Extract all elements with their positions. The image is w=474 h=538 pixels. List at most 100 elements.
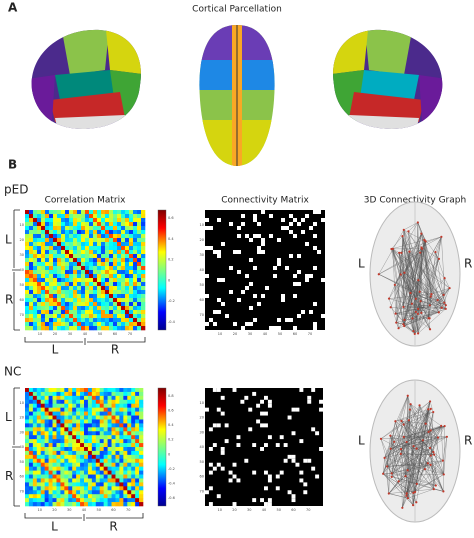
heatmap-cell — [117, 302, 121, 306]
heatmap-cell — [49, 431, 53, 435]
heatmap-cell — [29, 388, 33, 392]
heatmap-cell — [115, 431, 119, 435]
heatmap-cell — [37, 423, 41, 427]
matrix-background — [205, 210, 325, 330]
heatmap-cell — [56, 463, 60, 467]
heatmap-cell — [33, 416, 37, 420]
heatmap-cell — [56, 396, 60, 400]
heatmap-cell — [121, 262, 125, 266]
connection-cell — [273, 274, 277, 278]
heatmap-cell — [33, 322, 37, 326]
heatmap-cell — [49, 222, 53, 226]
heatmap-cell — [57, 314, 61, 318]
heatmap-cell — [92, 404, 96, 408]
heatmap-cell — [141, 322, 145, 326]
heatmap-cell — [135, 498, 139, 502]
graph-node — [432, 451, 434, 453]
heatmap-cell — [56, 427, 60, 431]
heatmap-cell — [108, 408, 112, 412]
heatmap-cell — [76, 498, 80, 502]
graph-node — [412, 445, 414, 447]
heatmap-cell — [53, 222, 57, 226]
heatmap-cell — [113, 314, 117, 318]
heatmap-cell — [64, 416, 68, 420]
heatmap-cell — [113, 254, 117, 258]
heatmap-cell — [72, 400, 76, 404]
connection-cell — [313, 234, 317, 238]
side-label: L — [5, 410, 12, 424]
heatmap-cell — [41, 250, 45, 254]
heatmap-cell — [100, 431, 104, 435]
heatmap-cell — [61, 314, 65, 318]
colorbar-tick-label: 0.2 — [168, 438, 174, 442]
heatmap-cell — [37, 419, 41, 423]
connection-cell — [309, 274, 313, 278]
heatmap-cell — [76, 400, 80, 404]
heatmap-cell — [29, 282, 33, 286]
heatmap-cell — [135, 451, 139, 455]
connection-cell — [277, 238, 281, 242]
heatmap-cell — [25, 459, 29, 463]
heatmap-cell — [129, 226, 133, 230]
heatmap-cell — [41, 238, 45, 242]
colorbar-tick-label: -0.2 — [168, 299, 175, 303]
heatmap-cell — [56, 478, 60, 482]
connection-cell — [213, 250, 217, 254]
heatmap-cell — [84, 400, 88, 404]
heatmap-cell — [60, 392, 64, 396]
connection-cell — [268, 400, 272, 404]
connection-cell — [307, 459, 311, 463]
heatmap-cell — [135, 502, 139, 506]
heatmap-cell — [53, 246, 57, 250]
heatmap-cell — [69, 246, 73, 250]
heatmap-cell — [56, 475, 60, 479]
connection-cell — [299, 439, 303, 443]
heatmap-cell — [60, 494, 64, 498]
heatmap-cell — [104, 419, 108, 423]
heatmap-cell — [93, 246, 97, 250]
connection-cell — [249, 282, 253, 286]
connection-cell — [309, 226, 313, 230]
graph-node — [400, 420, 402, 422]
heatmap-cell — [108, 486, 112, 490]
heatmap-cell — [25, 392, 29, 396]
heatmap-cell — [68, 435, 72, 439]
heatmap-cell — [41, 322, 45, 326]
heatmap-cell — [121, 310, 125, 314]
heatmap-cell — [117, 262, 121, 266]
heatmap-cell — [89, 262, 93, 266]
heatmap-cell — [25, 246, 29, 250]
heatmap-cell — [68, 475, 72, 479]
heatmap-cell — [29, 326, 33, 330]
heatmap-cell — [37, 459, 41, 463]
heatmap-cell — [64, 439, 68, 443]
heatmap-cell — [139, 388, 143, 392]
heatmap-cell — [137, 234, 141, 238]
connection-cell — [281, 226, 285, 230]
connection-cell — [233, 475, 237, 479]
heatmap-cell — [115, 502, 119, 506]
connection-cell — [205, 322, 209, 326]
heatmap-cell — [49, 314, 53, 318]
heatmap-cell — [33, 318, 37, 322]
graph-node — [445, 308, 447, 310]
heatmap-cell — [29, 226, 33, 230]
connection-cell — [261, 250, 265, 254]
heatmap-cell — [88, 447, 92, 451]
heatmap-cell — [108, 431, 112, 435]
connection-cell — [264, 423, 268, 427]
heatmap-cell — [64, 400, 68, 404]
heatmap-cell — [60, 467, 64, 471]
heatmap-cell — [57, 234, 61, 238]
heatmap-cell — [123, 439, 127, 443]
heatmap-cell — [49, 502, 53, 506]
heatmap-cell — [123, 396, 127, 400]
heatmap-cell — [104, 427, 108, 431]
heatmap-cell — [60, 423, 64, 427]
heatmap-cell — [131, 482, 135, 486]
heatmap-cell — [76, 494, 80, 498]
heatmap-cell — [93, 314, 97, 318]
heatmap-cell — [37, 475, 41, 479]
heatmap-cell — [33, 439, 37, 443]
heatmap-cell — [93, 218, 97, 222]
